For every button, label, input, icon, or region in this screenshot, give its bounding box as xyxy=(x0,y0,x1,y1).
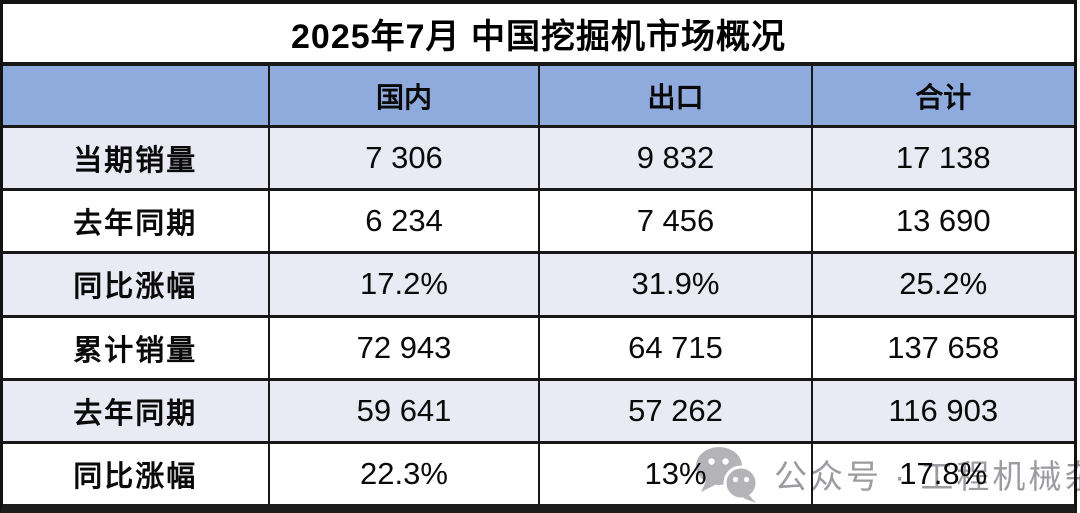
header-cell-total: 合计 xyxy=(810,66,1074,125)
cell-value: 31.9% xyxy=(538,254,811,315)
table-title-row: 2025年7月 中国挖掘机市场概况 xyxy=(3,4,1074,62)
cell-value: 59 641 xyxy=(267,380,539,441)
cell-value: 116 903 xyxy=(810,380,1074,441)
row-label-cumulative-sales: 累计销量 xyxy=(3,317,268,378)
cell-value: 22.3% xyxy=(267,443,539,505)
table-row: 累计销量 72 943 64 715 137 658 xyxy=(3,314,1074,378)
cell-value: 13 690 xyxy=(810,191,1074,252)
cell-value: 25.2% xyxy=(810,254,1074,315)
table-row: 当期销量 7 306 9 832 17 138 xyxy=(3,125,1074,189)
cell-value: 57 262 xyxy=(538,380,811,441)
table-header-row: 国内 出口 合计 xyxy=(3,62,1074,125)
cell-value: 6 234 xyxy=(267,191,539,252)
row-label-last-year: 去年同期 xyxy=(3,380,268,441)
cell-value: 7 456 xyxy=(538,191,811,252)
row-label-yoy-growth: 同比涨幅 xyxy=(3,443,268,505)
cell-value: 137 658 xyxy=(810,317,1074,378)
cell-value: 9 832 xyxy=(538,128,811,189)
cell-value: 17.8% xyxy=(810,443,1074,505)
row-label-last-year: 去年同期 xyxy=(3,191,268,252)
table-row: 去年同期 6 234 7 456 13 690 xyxy=(3,188,1074,252)
cell-value: 13% xyxy=(538,443,811,505)
cell-value: 64 715 xyxy=(538,317,811,378)
cell-value: 7 306 xyxy=(267,128,539,189)
header-cell-empty xyxy=(3,66,268,125)
table-row: 去年同期 59 641 57 262 116 903 xyxy=(3,377,1074,441)
cell-value: 72 943 xyxy=(267,317,539,378)
table-row: 同比涨幅 22.3% 13% 17.8% xyxy=(3,440,1074,505)
page-title: 2025年7月 中国挖掘机市场概况 xyxy=(291,17,786,56)
header-cell-domestic: 国内 xyxy=(267,66,539,125)
cell-value: 17 138 xyxy=(810,128,1074,189)
row-label-current-sales: 当期销量 xyxy=(3,128,268,189)
row-label-yoy-growth: 同比涨幅 xyxy=(3,254,268,315)
header-cell-export: 出口 xyxy=(538,66,811,125)
table-row: 同比涨幅 17.2% 31.9% 25.2% xyxy=(3,251,1074,315)
cell-value: 17.2% xyxy=(267,254,539,315)
